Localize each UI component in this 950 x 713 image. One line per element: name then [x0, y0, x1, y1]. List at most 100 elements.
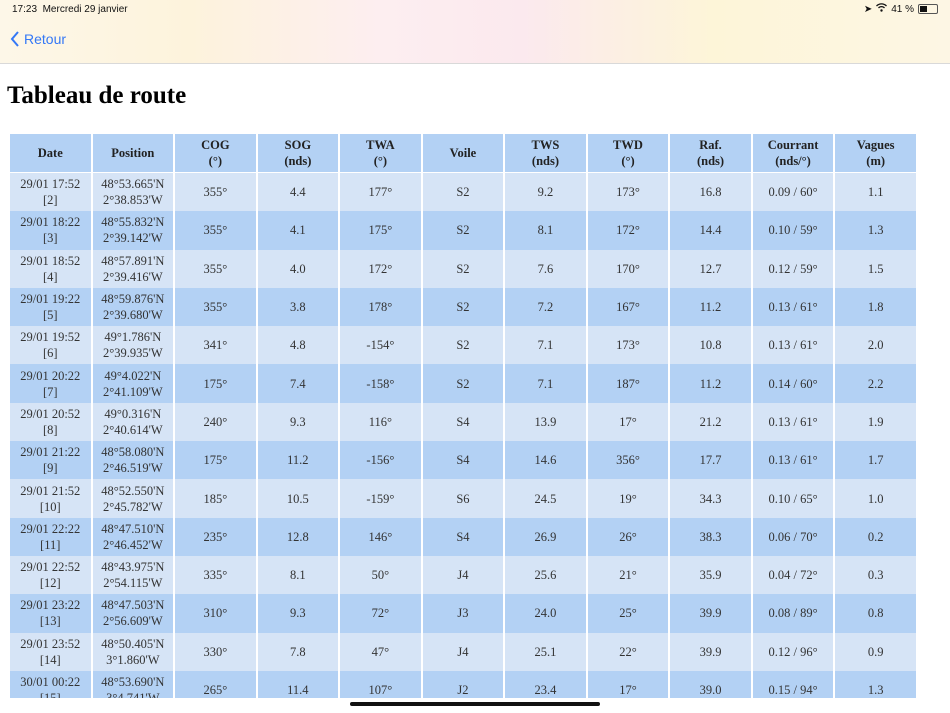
cell-line: 29/01 22:52 [20, 560, 81, 575]
table-cell: J4 [422, 632, 504, 671]
table-cell: 48°50.405'N 3°1.860'W [92, 632, 174, 671]
table-cell: 173° [587, 326, 669, 365]
table-cell: S4 [422, 517, 504, 556]
table-cell: 0.13 / 61° [752, 287, 834, 327]
table-cell: 26.9 [505, 517, 586, 556]
battery-icon [918, 4, 938, 14]
cell-line: 29/01 19:52 [20, 330, 81, 345]
column-header: SOG (nds) [257, 132, 339, 173]
home-indicator[interactable] [350, 702, 600, 706]
route-table-container[interactable]: Date Position COG (°) SOG (nds) TWA (°) Voile TWS… [8, 132, 918, 698]
table-cell: 11.2 [670, 287, 751, 327]
cell-line: [13] [39, 614, 61, 629]
column-header-line: Raf. [699, 138, 722, 152]
cell-line: 48°47.510'N [101, 521, 165, 536]
table-cell: 8.1 [257, 555, 339, 595]
table-cell: 240° [175, 402, 256, 442]
table-cell: 29/01 20:22 [7] [10, 364, 91, 403]
table-cell: 39.0 [670, 670, 751, 698]
table-cell: 17° [587, 670, 669, 698]
table-cell: 25.6 [505, 555, 586, 595]
table-cell: 35.9 [670, 555, 751, 595]
table-cell: 335° [175, 555, 256, 595]
cell-line: 3°4.741'W [106, 691, 160, 698]
table-cell: 29/01 23:52 [14] [10, 632, 91, 671]
table-cell: 30/01 00:22 [15] [10, 670, 91, 698]
column-header-line: Date [37, 146, 63, 160]
table-cell: 1.0 [835, 479, 916, 518]
table-cell: 356° [587, 441, 669, 480]
cell-line: [7] [42, 384, 58, 399]
cell-line: [11] [40, 537, 61, 552]
table-cell: 14.4 [670, 211, 751, 250]
page-title: Tableau de route [7, 82, 187, 109]
table-cell: 9.3 [257, 402, 339, 442]
table-cell: 1.5 [835, 249, 916, 288]
column-header-line: (nds/°) [775, 154, 811, 168]
table-cell: 1.3 [835, 670, 916, 698]
cell-line: [3] [42, 231, 58, 246]
table-cell: 17° [587, 402, 669, 442]
column-header: COG (°) [175, 132, 256, 173]
column-header-line: TWS [531, 138, 560, 152]
table-cell: 235° [175, 517, 256, 556]
table-cell: 178° [340, 287, 421, 327]
cell-line: 30/01 00:22 [20, 675, 81, 689]
status-indicators: ➤ 41 % [864, 3, 938, 15]
table-cell: -156° [340, 441, 421, 480]
back-label: Retour [24, 31, 67, 47]
table-cell: 39.9 [670, 632, 751, 671]
column-header-line: SOG [284, 138, 312, 152]
table-row: 29/01 20:52 [8] 49°0.316'N 2°40.614'W 240° 9.… [10, 402, 916, 442]
column-header: Date [10, 132, 91, 173]
table-cell: 48°57.891'N 2°39.416'W [92, 249, 174, 288]
table-cell: 29/01 19:22 [5] [10, 287, 91, 327]
cell-line: 2°46.452'W [102, 537, 163, 552]
table-cell: 7.1 [505, 326, 586, 365]
table-cell: 1.3 [835, 211, 916, 250]
table-cell: 3.8 [257, 287, 339, 327]
table-cell: 0.15 / 94° [752, 670, 834, 698]
cell-line: [6] [42, 346, 58, 361]
table-cell: 341° [175, 326, 256, 365]
table-cell: 39.9 [670, 594, 751, 633]
column-header-line: Voile [449, 146, 477, 160]
table-cell: S6 [422, 479, 504, 518]
table-cell: S2 [422, 173, 504, 212]
back-button[interactable]: Retour [10, 31, 66, 47]
table-cell: 48°47.510'N 2°46.452'W [92, 517, 174, 556]
table-cell: 29/01 22:52 [12] [10, 555, 91, 595]
table-cell: 19° [587, 479, 669, 518]
table-cell: 0.12 / 96° [752, 632, 834, 671]
cell-line: 2°40.614'W [102, 422, 163, 437]
table-cell: 48°47.503'N 2°56.609'W [92, 594, 174, 633]
cell-line: [9] [42, 461, 58, 476]
table-cell: 355° [175, 249, 256, 288]
table-cell: 34.3 [670, 479, 751, 518]
table-cell: 48°43.975'N 2°54.115'W [92, 555, 174, 595]
cell-line: 29/01 20:22 [20, 368, 81, 383]
table-cell: 4.1 [257, 211, 339, 250]
table-cell: 24.0 [505, 594, 586, 633]
table-cell: -154° [340, 326, 421, 365]
cell-line: 49°4.022'N [104, 368, 162, 383]
table-cell: 17.7 [670, 441, 751, 480]
cell-line: 3°1.860'W [106, 652, 160, 667]
table-cell: J2 [422, 670, 504, 698]
cell-line: 48°53.690'N [101, 675, 165, 689]
table-cell: 29/01 21:52 [10] [10, 479, 91, 518]
status-date: Mercredi 29 janvier [42, 4, 128, 15]
cell-line: 48°47.503'N [101, 598, 165, 613]
table-cell: 0.08 / 89° [752, 594, 834, 633]
cell-line: 48°55.832'N [101, 215, 165, 230]
table-cell: 4.4 [257, 173, 339, 212]
table-cell: 24.5 [505, 479, 586, 518]
table-cell: 11.4 [257, 670, 339, 698]
status-time: 17:23 [12, 4, 38, 15]
table-cell: 49°1.786'N 2°39.935'W [92, 326, 174, 365]
table-cell: 0.10 / 59° [752, 211, 834, 250]
cell-line: 49°1.786'N [104, 330, 162, 345]
table-row: 29/01 17:52 [2] 48°53.665'N 2°38.853'W 355° 4… [10, 173, 916, 212]
table-cell: S2 [422, 364, 504, 403]
table-cell: 265° [175, 670, 256, 698]
